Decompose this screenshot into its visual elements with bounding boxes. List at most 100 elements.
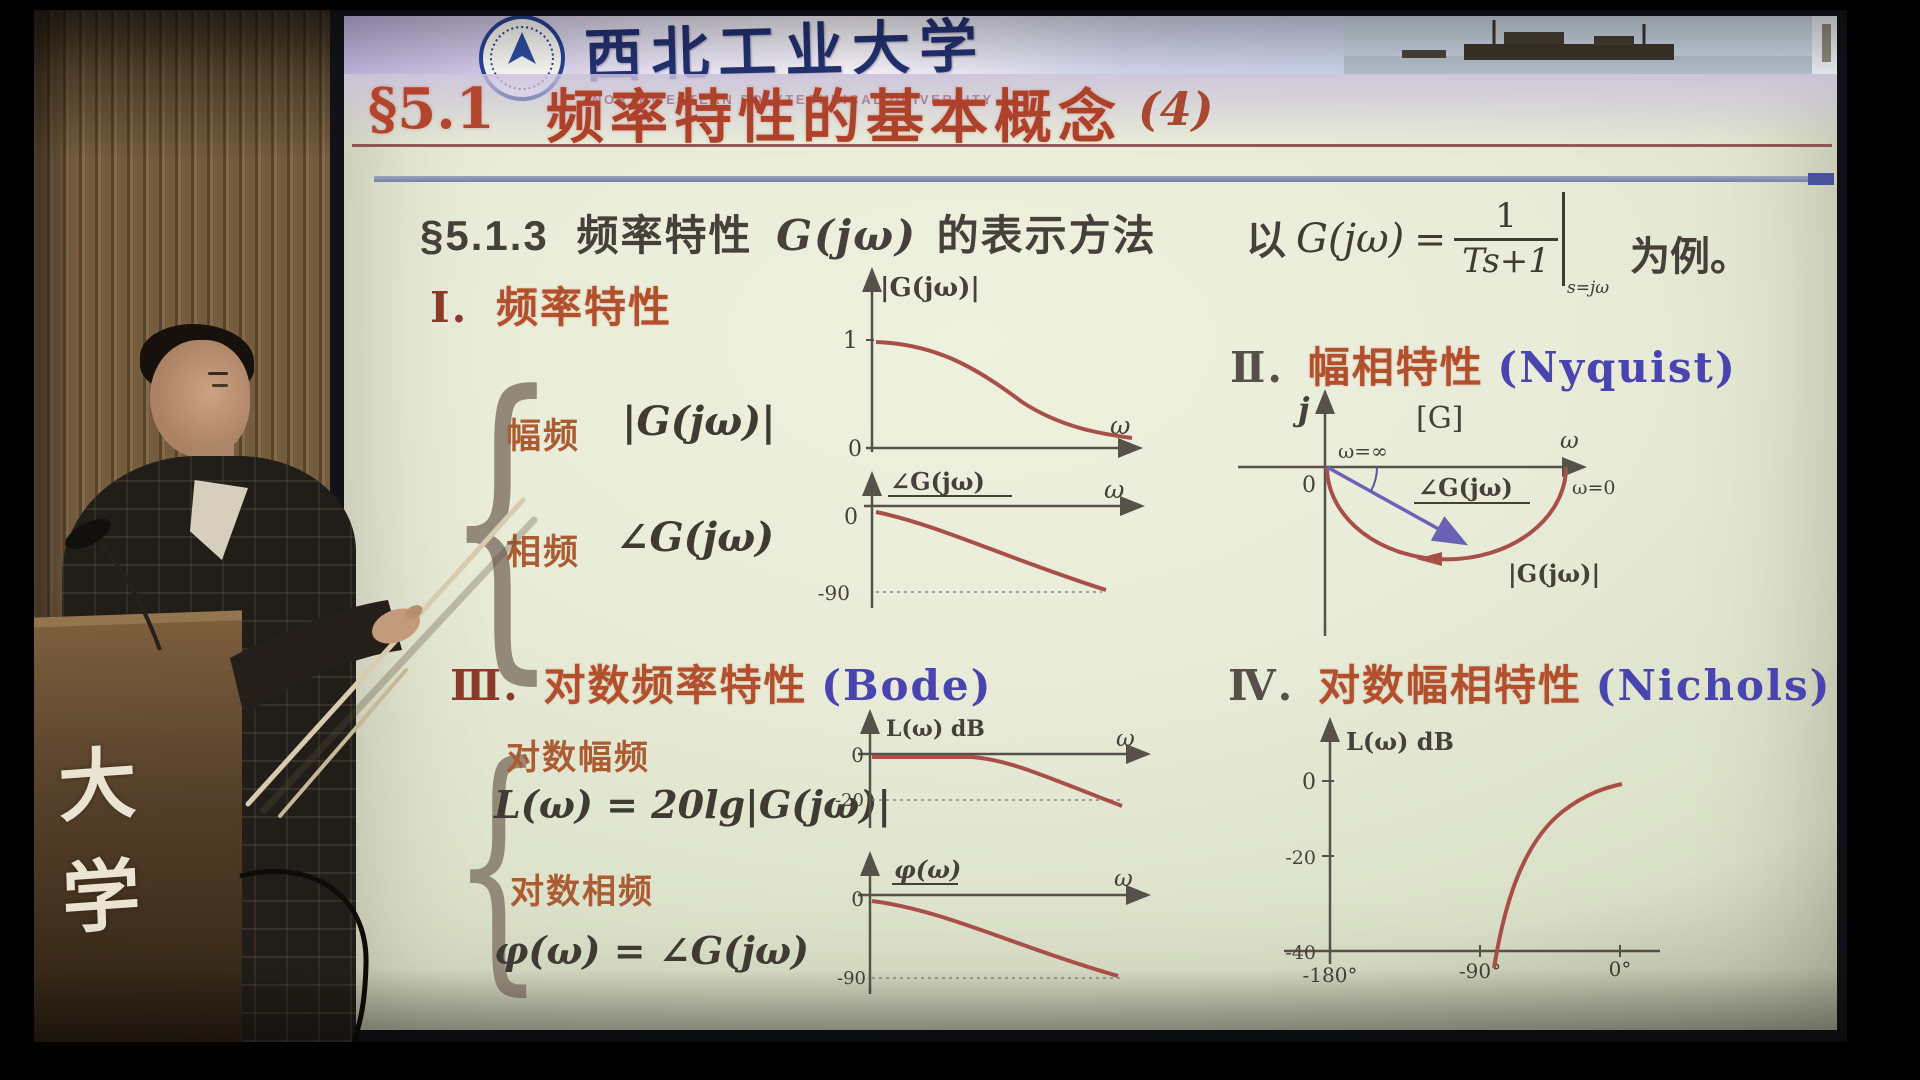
heading-math: G(jω) [776, 211, 917, 260]
nyquist-plot: j [G] ω ω=∞ 0 ∠G(jω) ω=0 |G(jω)| [1238, 389, 1616, 636]
section-4-paren: (Nichols) [1595, 661, 1832, 710]
x-axis-label: ω [1110, 411, 1130, 440]
heading-text-2: 的表示方法 [936, 212, 1157, 259]
tick-m20: -20 [835, 790, 864, 811]
imag-axis-label: j [1292, 390, 1310, 428]
amplitude-plot: 1 0 |G(jω)| ω [843, 267, 1143, 461]
log-phase-curve [871, 899, 1119, 978]
bode-magnitude-plot: L(ω) dB ω 0 -20 [835, 709, 1151, 828]
fraction-denominator: Ts+1 [1462, 240, 1550, 281]
y-axis-label: |G(jω)| [880, 273, 980, 303]
item-phase-math: ∠G(jω) [616, 514, 775, 561]
slide-banner: 西北工业大学 NORTHWESTERN POLYTECHNICAL UNIVER… [344, 16, 1837, 107]
plot-label: ∠G(jω) [890, 467, 985, 496]
origin-label: 0 [1302, 473, 1316, 498]
section-2-heading: Ⅱ. 幅相特性 (Nyquist) [1230, 334, 1737, 395]
plane-label: [G] [1416, 401, 1463, 436]
angle-arc [1370, 466, 1379, 492]
evaluation-bar [1562, 192, 1566, 286]
banner-fade [344, 74, 1837, 150]
omega-inf-label: ω=∞ [1338, 439, 1388, 463]
projector-screen: 西北工业大学 NORTHWESTERN POLYTECHNICAL UNIVER… [330, 10, 1847, 1042]
item-logphase-label: 对数相频 [510, 873, 654, 911]
section-1-roman: Ⅰ. [430, 283, 469, 332]
subsection-heading: §5.1.3 频率特性 G(jω) 的表示方法 [420, 202, 1157, 263]
page-title: 频率特性的基本概念 [546, 83, 1123, 151]
heading-number: §5.1.3 [420, 212, 549, 259]
blue-rule [374, 176, 1808, 182]
x-axis-label: ω [1104, 475, 1124, 504]
section-4-title: 对数幅相特性 [1317, 662, 1582, 709]
podium: 大学 [34, 610, 242, 1042]
phasor-vector [1326, 465, 1469, 546]
section-3-heading: Ⅲ. 对数频率特性 (Bode) [450, 652, 993, 713]
section-3-paren: (Bode) [821, 661, 993, 710]
section-4-roman: Ⅳ. [1228, 661, 1295, 710]
tick-m40: -40 [1285, 942, 1316, 964]
tick-0: 0 [844, 505, 858, 530]
evaluation-subscript: s=jω [1567, 278, 1610, 298]
log-magnitude-curve [872, 755, 1123, 808]
nichols-plot: L(ω) dB 0 -20 -40 -180° -90° 0° [1284, 717, 1660, 987]
item-amplitude-math: |G(jω)| [622, 398, 776, 445]
tick-0deg: 0° [1609, 957, 1632, 981]
example-lead: 以 [1246, 219, 1286, 263]
tick-1: 1 [843, 326, 858, 354]
example-tail: 为例。 [1630, 235, 1750, 279]
blue-rule-endcap [1808, 173, 1834, 185]
tick-0: 0 [851, 743, 864, 767]
phase-plot: ∠G(jω) ω 0 -90 [818, 467, 1145, 608]
tick-m180deg: -180° [1303, 963, 1358, 987]
item-phase-label: 相频 [506, 533, 581, 572]
fraction-numerator: 1 [1495, 196, 1517, 237]
section-2-paren: (Nyquist) [1497, 343, 1737, 392]
y-axis-label: L(ω) dB [1346, 727, 1454, 756]
curve-direction-arrow [1416, 552, 1442, 566]
bode-phase-plot: φ(ω) ω 0 -90 [837, 851, 1151, 994]
podium-label: 大学 [56, 736, 158, 946]
section-3-title: 对数频率特性 [543, 662, 808, 709]
page-title-number: (4) [1138, 82, 1214, 136]
tick-m20: -20 [1285, 847, 1316, 869]
section-1-heading: Ⅰ. 频率特性 [430, 274, 672, 335]
magnitude-curve [875, 340, 1133, 440]
tick-0: 0 [1302, 770, 1316, 795]
tick-m90: -90 [837, 968, 866, 989]
section-4-heading: Ⅳ. 对数幅相特性 (Nichols) [1228, 652, 1831, 713]
tick-m90: -90 [818, 581, 850, 605]
section-2-roman: Ⅱ. [1230, 343, 1285, 392]
photo-frame: 西北工业大学 NORTHWESTERN POLYTECHNICAL UNIVER… [34, 10, 1847, 1042]
fraction: 1 Ts+1 [1454, 196, 1559, 281]
plot-label: φ(ω) [894, 855, 961, 884]
item-logmag-label: 对数幅频 [506, 739, 650, 777]
y-axis-label: L(ω) dB [886, 716, 985, 742]
section-3-roman: Ⅲ. [450, 661, 520, 710]
tick-0: 0 [848, 437, 862, 461]
x-axis-label: ω [1114, 866, 1133, 892]
section-1-title: 频率特性 [495, 284, 672, 331]
example-formula: G(jω) = 1 Ts+1 s=jω [1296, 192, 1609, 298]
fraction-bar [1454, 237, 1559, 241]
x-axis-label: ω [1116, 726, 1135, 752]
nichols-curve [1492, 782, 1623, 969]
x-axis-label: ω [1560, 428, 1579, 454]
maroon-rule [352, 144, 1832, 147]
magnitude-label: |G(jω)| [1508, 559, 1600, 588]
heading-text-1: 频率特性 [576, 212, 753, 259]
section-2-title: 幅相特性 [1307, 344, 1484, 391]
angle-label: ∠G(jω) [1418, 473, 1513, 502]
formula-lhs: G(jω) [1296, 216, 1405, 262]
item-logphase-math: φ(ω) = ∠G(jω) [494, 928, 810, 973]
item-logmag-math: L(ω) = 20lg|G(jω)| [494, 782, 892, 827]
ship-illustration [1344, 16, 1837, 74]
equals-sign: = [1414, 217, 1447, 261]
phase-curve [875, 510, 1107, 592]
page-title-section: §5.1 [368, 76, 495, 142]
logo-plane-icon [508, 32, 536, 64]
nyquist-curve [1325, 466, 1568, 562]
slide: 西北工业大学 NORTHWESTERN POLYTECHNICAL UNIVER… [344, 16, 1837, 1030]
omega-zero-label: ω=0 [1572, 477, 1616, 499]
tick-0: 0 [851, 887, 864, 911]
item-amplitude-label: 幅频 [506, 417, 581, 456]
